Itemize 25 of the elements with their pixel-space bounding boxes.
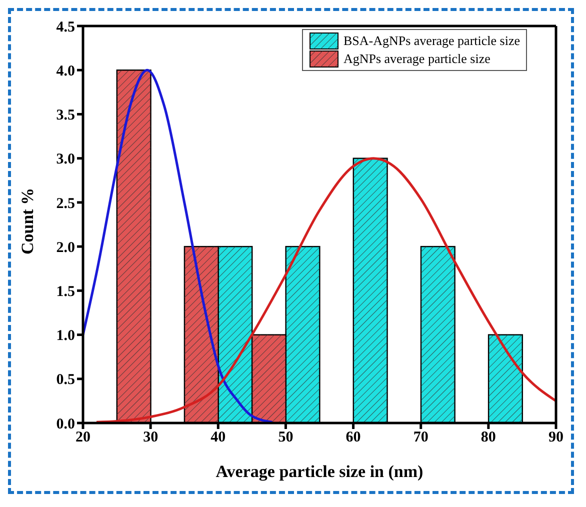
x-tick-label: 40: [210, 430, 226, 446]
legend-label: AgNPs average particle size: [343, 51, 490, 67]
y-tick-label: 4.5: [56, 19, 75, 36]
x-tick-label: 20: [76, 430, 90, 446]
legend-label: BSA-AgNPs average particle size: [343, 33, 520, 49]
y-tick-label: 0.0: [56, 416, 75, 432]
line-series: [83, 68, 274, 423]
y-tick-label: 3.0: [56, 152, 75, 168]
x-tick-label: 50: [278, 430, 294, 446]
y-tick-label: 2.0: [56, 240, 75, 256]
y-tick-label: 3.5: [56, 108, 75, 124]
y-tick-label: 1.5: [56, 284, 75, 300]
x-tick-label: 70: [413, 430, 428, 446]
x-tick-label: 90: [548, 430, 564, 446]
y-tick-label: 2.5: [56, 196, 75, 212]
dashed-border: 20 30 40 50 60 70 80 90 Average particle size in (nm) 0.0 0.5 1.0 1.5 2.0 2.5 3.0 3.5 4.0 4.5 Count % BSA-AgNPs average particle size AgNPs average particle size: [8, 8, 574, 494]
x-axis-title: Average particle size in (nm): [216, 462, 424, 481]
x-tick-label: 30: [143, 430, 158, 446]
line-series: [95, 157, 556, 423]
y-tick-label: 4.0: [56, 63, 75, 80]
y-tick-label: 0.5: [56, 372, 75, 388]
y-axis-title: Count %: [18, 188, 38, 254]
x-tick-label: 80: [480, 430, 496, 446]
y-tick-label: 1.0: [56, 328, 75, 344]
x-tick-label: 60: [346, 430, 361, 446]
